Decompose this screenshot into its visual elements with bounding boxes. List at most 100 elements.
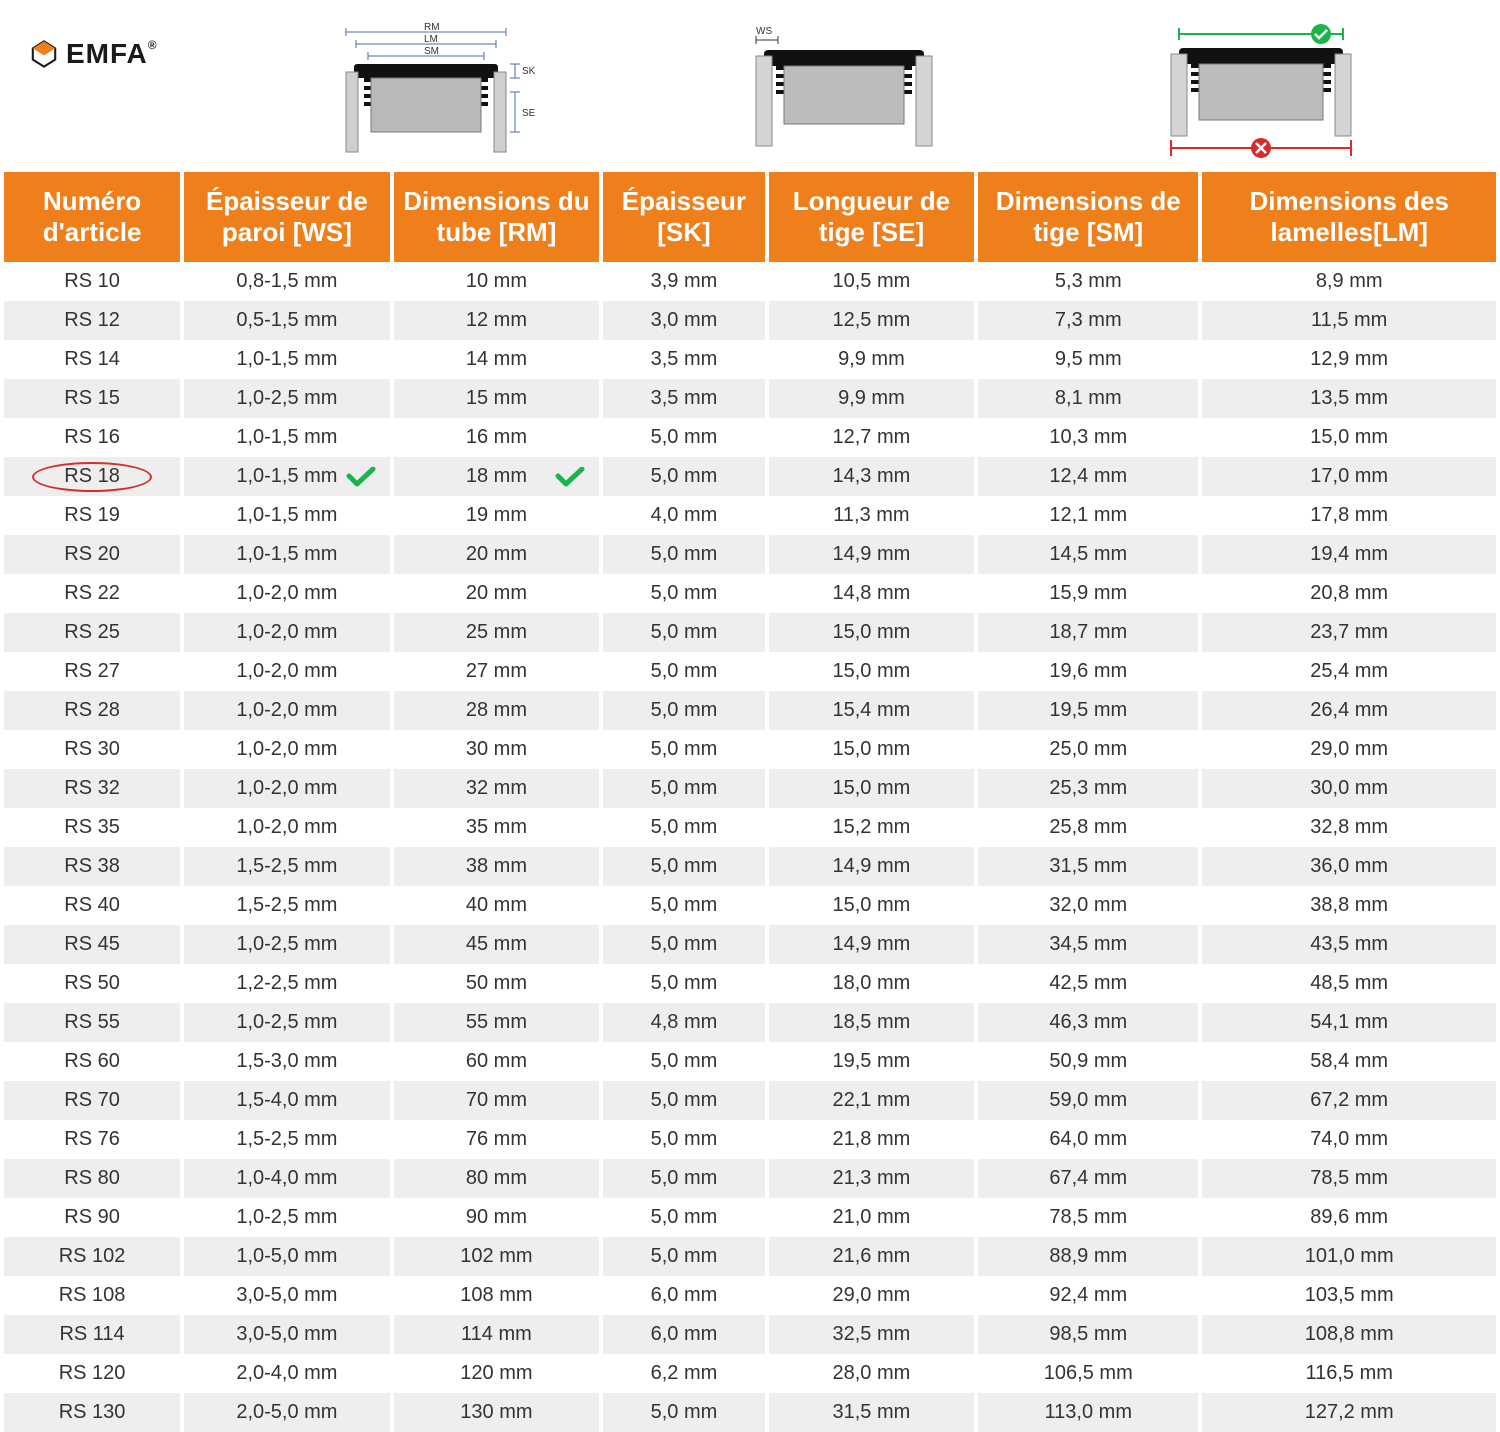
table-row: RS 701,5-4,0 mm70 mm5,0 mm22,1 mm59,0 mm… bbox=[4, 1081, 1496, 1120]
table-cell: 4,0 mm bbox=[603, 496, 764, 535]
table-cell: 48,5 mm bbox=[1202, 964, 1496, 1003]
table-cell: 59,0 mm bbox=[978, 1081, 1198, 1120]
table-cell: 0,5-1,5 mm bbox=[184, 301, 390, 340]
table-cell: 15,0 mm bbox=[769, 769, 975, 808]
table-cell: 3,5 mm bbox=[603, 379, 764, 418]
table-cell: 14,5 mm bbox=[978, 535, 1198, 574]
table-cell: 32,0 mm bbox=[978, 886, 1198, 925]
table-cell: RS 90 bbox=[4, 1198, 180, 1237]
table-cell: RS 25 bbox=[4, 613, 180, 652]
table-cell: 28,0 mm bbox=[769, 1354, 975, 1393]
table-row: RS 381,5-2,5 mm38 mm5,0 mm14,9 mm31,5 mm… bbox=[4, 847, 1496, 886]
table-cell: 5,0 mm bbox=[603, 613, 764, 652]
table-cell: 5,0 mm bbox=[603, 574, 764, 613]
diagrams: RM LM SM SK S bbox=[218, 20, 1470, 160]
table-cell: 1,0-2,5 mm bbox=[184, 379, 390, 418]
table-cell: 1,5-3,0 mm bbox=[184, 1042, 390, 1081]
table-cell: RS 18 bbox=[4, 457, 180, 496]
table-cell: 26,4 mm bbox=[1202, 691, 1496, 730]
table-row: RS 301,0-2,0 mm30 mm5,0 mm15,0 mm25,0 mm… bbox=[4, 730, 1496, 769]
table-cell: 3,5 mm bbox=[603, 340, 764, 379]
table-cell: 20,8 mm bbox=[1202, 574, 1496, 613]
table-cell: 15,0 mm bbox=[1202, 418, 1496, 457]
table-cell: 5,0 mm bbox=[603, 769, 764, 808]
table-cell: 11,5 mm bbox=[1202, 301, 1496, 340]
table-cell: 15,0 mm bbox=[769, 652, 975, 691]
table-cell: 19,4 mm bbox=[1202, 535, 1496, 574]
table-cell: RS 45 bbox=[4, 925, 180, 964]
table-cell: 25,8 mm bbox=[978, 808, 1198, 847]
table-cell: 20 mm bbox=[394, 535, 600, 574]
table-cell: 12,7 mm bbox=[769, 418, 975, 457]
table-cell: RS 35 bbox=[4, 808, 180, 847]
table-cell: RS 16 bbox=[4, 418, 180, 457]
table-cell: 80 mm bbox=[394, 1159, 600, 1198]
table-row: RS 161,0-1,5 mm16 mm5,0 mm12,7 mm10,3 mm… bbox=[4, 418, 1496, 457]
table-cell: 22,1 mm bbox=[769, 1081, 975, 1120]
table-cell: 6,0 mm bbox=[603, 1315, 764, 1354]
table-cell: 15,2 mm bbox=[769, 808, 975, 847]
table-cell: 25,0 mm bbox=[978, 730, 1198, 769]
diagram-correct bbox=[1151, 20, 1371, 160]
table-cell: 23,7 mm bbox=[1202, 613, 1496, 652]
logo-text: EMFA® bbox=[66, 38, 158, 70]
table-row: RS 801,0-4,0 mm80 mm5,0 mm21,3 mm67,4 mm… bbox=[4, 1159, 1496, 1198]
logo-icon bbox=[30, 40, 58, 68]
table-cell: 5,0 mm bbox=[603, 808, 764, 847]
table-cell: 5,0 mm bbox=[603, 925, 764, 964]
table-row: RS 351,0-2,0 mm35 mm5,0 mm15,2 mm25,8 mm… bbox=[4, 808, 1496, 847]
table-cell: RS 12 bbox=[4, 301, 180, 340]
table-cell: 36,0 mm bbox=[1202, 847, 1496, 886]
table-cell: 14,8 mm bbox=[769, 574, 975, 613]
table-cell: 14,9 mm bbox=[769, 847, 975, 886]
table-cell: 21,0 mm bbox=[769, 1198, 975, 1237]
table-cell: 78,5 mm bbox=[978, 1198, 1198, 1237]
table-cell: 113,0 mm bbox=[978, 1393, 1198, 1432]
table-cell: 10,3 mm bbox=[978, 418, 1198, 457]
table-cell: 114 mm bbox=[394, 1315, 600, 1354]
table-cell: 34,5 mm bbox=[978, 925, 1198, 964]
table-cell: 5,0 mm bbox=[603, 847, 764, 886]
table-cell: RS 70 bbox=[4, 1081, 180, 1120]
table-cell: 92,4 mm bbox=[978, 1276, 1198, 1315]
table-cell: RS 10 bbox=[4, 262, 180, 301]
table-cell: 60 mm bbox=[394, 1042, 600, 1081]
check-icon bbox=[346, 467, 376, 487]
table-row: RS 1021,0-5,0 mm102 mm5,0 mm21,6 mm88,9 … bbox=[4, 1237, 1496, 1276]
table-cell: 1,2-2,5 mm bbox=[184, 964, 390, 1003]
table-cell: RS 30 bbox=[4, 730, 180, 769]
table-row: RS 321,0-2,0 mm32 mm5,0 mm15,0 mm25,3 mm… bbox=[4, 769, 1496, 808]
table-cell: 7,3 mm bbox=[978, 301, 1198, 340]
table-cell: 78,5 mm bbox=[1202, 1159, 1496, 1198]
table-cell: 106,5 mm bbox=[978, 1354, 1198, 1393]
table-cell: 35 mm bbox=[394, 808, 600, 847]
table-cell: 31,5 mm bbox=[978, 847, 1198, 886]
table-cell: 15,0 mm bbox=[769, 886, 975, 925]
header: EMFA® RM LM SM bbox=[0, 0, 1500, 172]
table-body: RS 100,8-1,5 mm10 mm3,9 mm10,5 mm5,3 mm8… bbox=[4, 262, 1496, 1432]
table-cell: 18 mm bbox=[394, 457, 600, 496]
table-row: RS 1083,0-5,0 mm108 mm6,0 mm29,0 mm92,4 … bbox=[4, 1276, 1496, 1315]
table-cell: 21,3 mm bbox=[769, 1159, 975, 1198]
table-cell: 5,0 mm bbox=[603, 457, 764, 496]
table-cell: 19 mm bbox=[394, 496, 600, 535]
table-cell: 1,0-4,0 mm bbox=[184, 1159, 390, 1198]
table-row: RS 1143,0-5,0 mm114 mm6,0 mm32,5 mm98,5 … bbox=[4, 1315, 1496, 1354]
table-cell: 12 mm bbox=[394, 301, 600, 340]
table-cell: 10 mm bbox=[394, 262, 600, 301]
table-cell: 88,9 mm bbox=[978, 1237, 1198, 1276]
table-cell: 12,4 mm bbox=[978, 457, 1198, 496]
table-cell: 1,0-1,5 mm bbox=[184, 418, 390, 457]
table-cell: 18,0 mm bbox=[769, 964, 975, 1003]
table-cell: 1,0-2,0 mm bbox=[184, 730, 390, 769]
table-cell: RS 38 bbox=[4, 847, 180, 886]
label-rm: RM bbox=[424, 22, 440, 33]
table-cell: 1,0-2,5 mm bbox=[184, 1198, 390, 1237]
table-row: RS 141,0-1,5 mm14 mm3,5 mm9,9 mm9,5 mm12… bbox=[4, 340, 1496, 379]
table-cell: 50 mm bbox=[394, 964, 600, 1003]
table-cell: 1,0-1,5 mm bbox=[184, 535, 390, 574]
table-cell: 12,1 mm bbox=[978, 496, 1198, 535]
table-cell: 20 mm bbox=[394, 574, 600, 613]
table-cell: 1,0-2,0 mm bbox=[184, 808, 390, 847]
table-cell: 1,5-2,5 mm bbox=[184, 1120, 390, 1159]
